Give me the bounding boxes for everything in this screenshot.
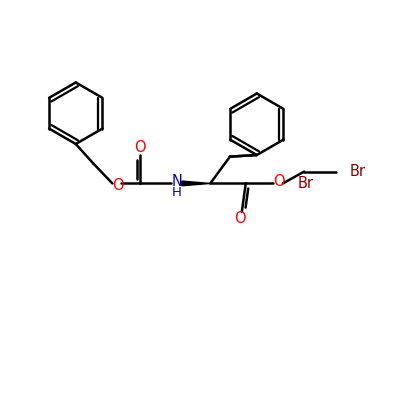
Text: Br: Br [350,164,366,179]
Text: O: O [134,140,146,156]
Text: O: O [112,178,123,193]
Text: Br: Br [298,176,314,191]
Text: O: O [234,212,246,226]
Polygon shape [182,181,210,186]
Text: N: N [172,174,182,189]
Text: O: O [273,174,284,189]
Text: H: H [172,186,182,199]
